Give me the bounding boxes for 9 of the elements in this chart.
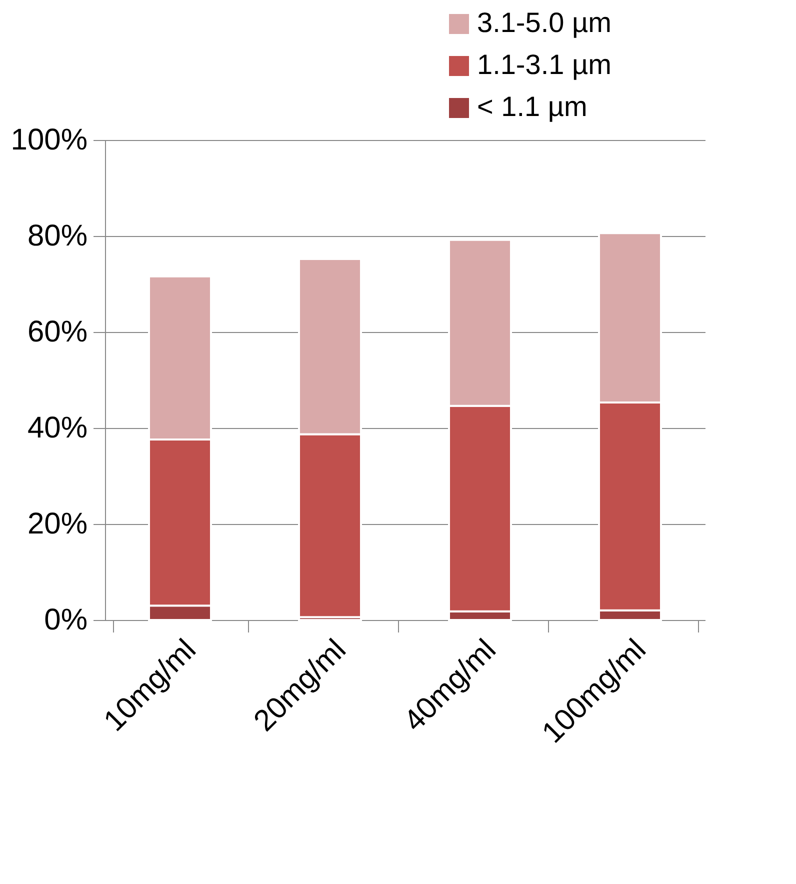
y-tick-label: 100% <box>10 124 88 156</box>
y-tick-label: 0% <box>44 604 88 636</box>
legend-label: < 1.1 µm <box>477 91 588 122</box>
y-tick-label: 20% <box>27 508 88 540</box>
y-tick-label: 60% <box>27 316 88 348</box>
y-tick-label: 80% <box>27 220 88 252</box>
legend-label: 3.1-5.0 µm <box>477 7 612 38</box>
y-tick-label: 40% <box>27 412 88 444</box>
legend-label: 1.1-3.1 µm <box>477 49 612 80</box>
